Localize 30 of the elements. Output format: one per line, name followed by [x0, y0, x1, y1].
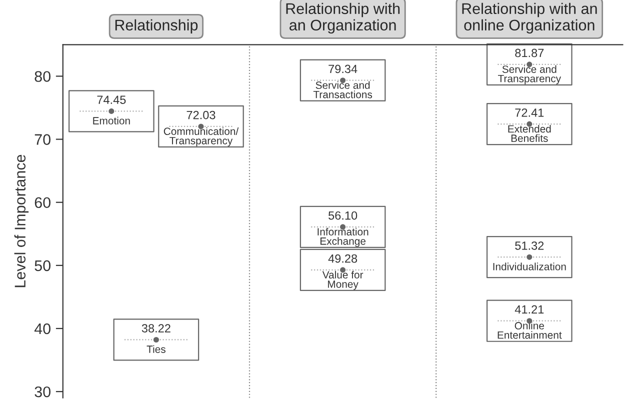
- annotation: Service and Transparency: [498, 65, 562, 84]
- data-label: 51.32: [515, 241, 544, 250]
- y-tick-label: 60: [34, 197, 50, 208]
- y-tick-label: 70: [34, 134, 50, 145]
- y-axis-title: Level of Importance: [14, 154, 29, 288]
- y-tick-label: 30: [34, 386, 50, 398]
- data-label: 79.34: [328, 64, 358, 74]
- data-label: 72.41: [515, 108, 544, 117]
- x-tick-label: Relationship with an online Organization: [462, 2, 597, 34]
- data-label: 74.45: [97, 96, 126, 104]
- y-tick-label: 40: [34, 323, 50, 334]
- annotation: Information Exchange: [318, 228, 368, 247]
- y-tick-label: 50: [34, 260, 50, 272]
- annotation: Communication/ Transparency: [164, 127, 239, 146]
- data-label: 81.87: [515, 48, 544, 58]
- x-tick-label: Relationship: [115, 19, 198, 34]
- annotation: Emotion: [93, 116, 130, 124]
- x-tick-label: Relationship with an Organization: [286, 2, 400, 34]
- annotation: Extended Benefits: [508, 124, 551, 142]
- annotation: Ties: [146, 345, 166, 353]
- data-label: 38.22: [142, 324, 170, 332]
- annotation: Individualization: [493, 262, 566, 270]
- data-label: 49.28: [328, 254, 358, 263]
- annotation: Value for Money: [322, 270, 364, 290]
- annotation: Service and Transactions: [313, 81, 372, 98]
- data-label: 56.10: [328, 211, 358, 220]
- y-tick-label: 80: [34, 71, 50, 82]
- data-label: 41.21: [514, 305, 544, 314]
- data-label: 72.03: [186, 110, 216, 120]
- annotation: Online Entertainment: [498, 322, 562, 339]
